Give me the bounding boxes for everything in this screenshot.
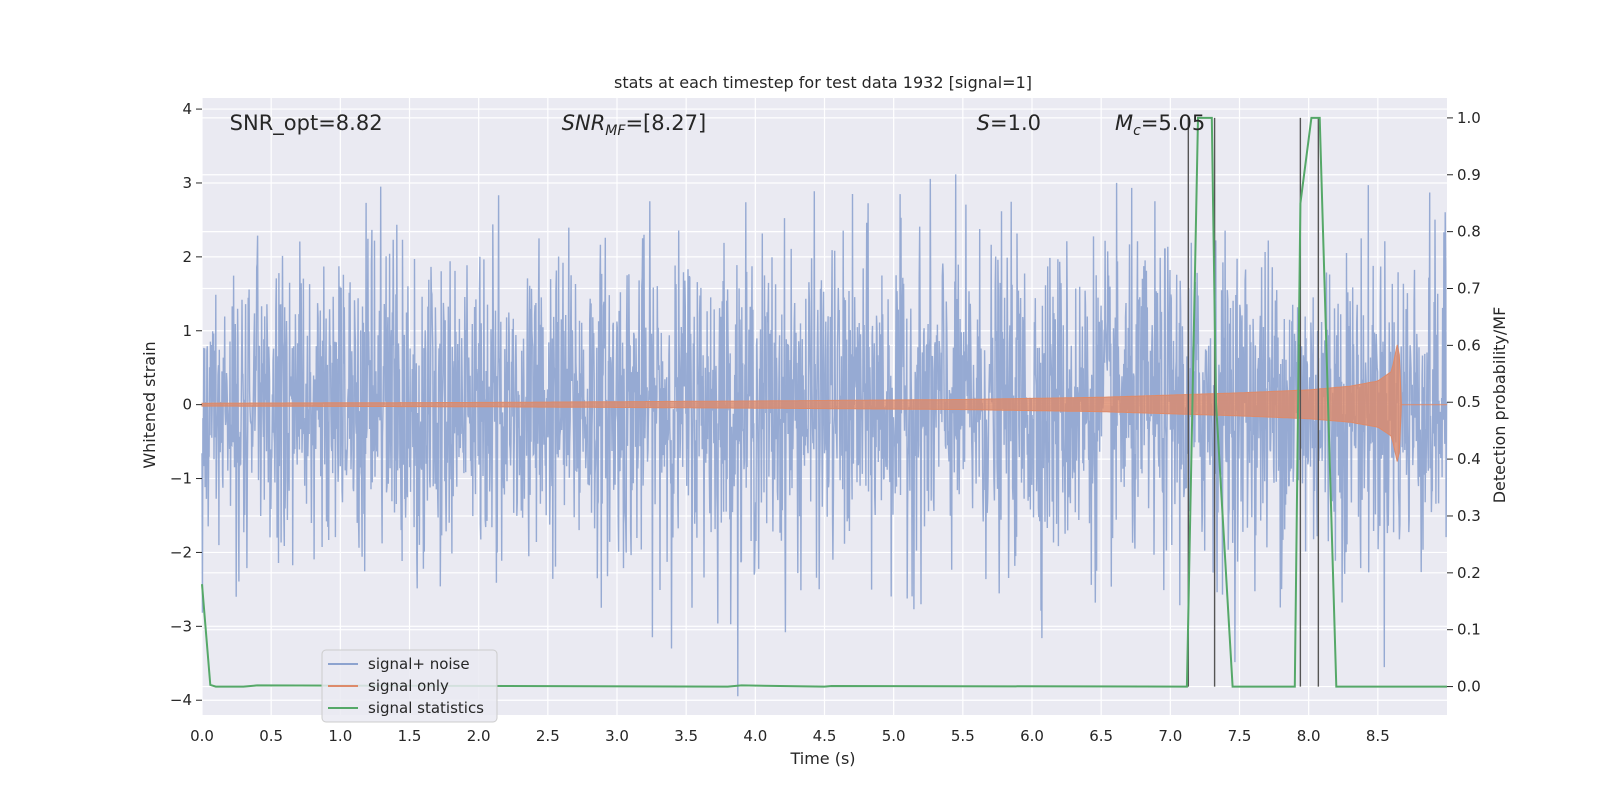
x-tick-label: 1.0 (328, 727, 352, 745)
legend-label: signal statistics (368, 699, 484, 717)
annotation: SNR_opt=8.82 (230, 111, 383, 136)
series-signal-noise (201, 174, 1448, 697)
x-tick-label: 8.0 (1297, 727, 1321, 745)
y-tick-label: −3 (170, 617, 192, 635)
x-tick-label: 0.0 (190, 727, 214, 745)
x-tick-label: 4.0 (743, 727, 767, 745)
chart-title: stats at each timestep for test data 193… (614, 73, 1032, 92)
signal-noise-line (201, 174, 1448, 697)
y-right-tick-label: 0.4 (1457, 450, 1481, 468)
legend-label: signal only (368, 677, 449, 695)
legend-box (321, 649, 498, 723)
annotation: S=1.0 (977, 111, 1041, 135)
y-tick-label: −2 (170, 543, 192, 561)
y-right-tick-label: 1.0 (1457, 109, 1481, 127)
x-tick-label: 8.5 (1366, 727, 1390, 745)
x-tick-label: 6.5 (1089, 727, 1113, 745)
x-axis-label: Time (s) (789, 749, 855, 768)
annotation: Mc=5.05 (1115, 111, 1205, 139)
y-right-tick-label: 0.1 (1457, 621, 1481, 639)
x-tick-label: 7.0 (1158, 727, 1182, 745)
y-right-tick-label: 0.2 (1457, 564, 1481, 582)
y-axis-right-label: Detection probability/MF (1490, 307, 1509, 504)
y-axis-label: Whitened strain (140, 341, 159, 468)
x-tick-label: 4.5 (813, 727, 837, 745)
x-tick-label: 6.0 (1020, 727, 1044, 745)
signal-statistics-line (201, 116, 1447, 688)
y-right-tick-label: 0.6 (1457, 336, 1481, 354)
y-right-tick-label: 0.8 (1457, 223, 1481, 241)
y-tick-label: 4 (182, 100, 192, 118)
y-tick-label: −4 (170, 691, 192, 709)
y-tick-label: 3 (182, 174, 192, 192)
x-tick-label: 0.5 (259, 727, 283, 745)
x-tick-label: 2.0 (467, 727, 491, 745)
x-tick-label: 3.5 (674, 727, 698, 745)
x-tick-label: 5.0 (882, 727, 906, 745)
x-tick-label: 1.5 (398, 727, 422, 745)
y-tick-label: 0 (182, 396, 192, 414)
x-tick-label: 7.5 (1228, 727, 1252, 745)
annotation: SNRMF=[8.27] (562, 111, 707, 139)
x-tick-label: 5.5 (951, 727, 975, 745)
y-tick-label: 1 (182, 322, 192, 340)
signal-only-line (201, 344, 1447, 462)
y-right-tick-label: 0.0 (1457, 678, 1481, 696)
y-right-tick-label: 0.9 (1457, 166, 1481, 184)
x-tick-label: 3.0 (605, 727, 629, 745)
annotations: SNR_opt=8.82 SNRMF=[8.27] S=1.0 Mc=5.05 (230, 111, 1206, 139)
y-right-tick-label: 0.3 (1457, 507, 1481, 525)
y-right-tick-label: 0.7 (1457, 280, 1481, 298)
ticks: 0.0 0.5 1.0 1.5 2.0 2.5 3.0 3.5 4.0 4.5 5.0 5.5 6.0 6… (170, 100, 1481, 745)
series-signal-only (201, 344, 1447, 462)
legend-label: signal+ noise (368, 655, 470, 673)
x-tick-label: 2.5 (536, 727, 560, 745)
y-tick-label: −1 (170, 470, 192, 488)
y-right-tick-label: 0.5 (1457, 393, 1481, 411)
legend: signal+ noise signal only signal statistic… (321, 649, 498, 723)
y-tick-label: 2 (182, 248, 192, 266)
series-signal-statistics (201, 116, 1447, 688)
